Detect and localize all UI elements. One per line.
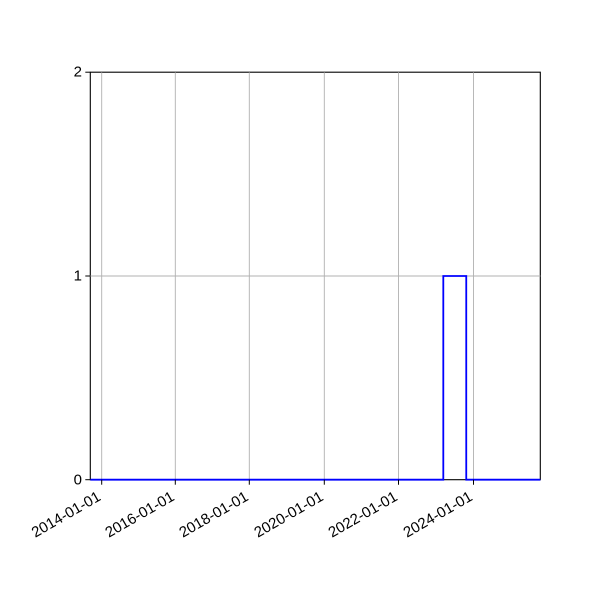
svg-text:0: 0 [74,472,82,489]
svg-text:2: 2 [74,64,82,81]
svg-text:1: 1 [74,268,82,285]
